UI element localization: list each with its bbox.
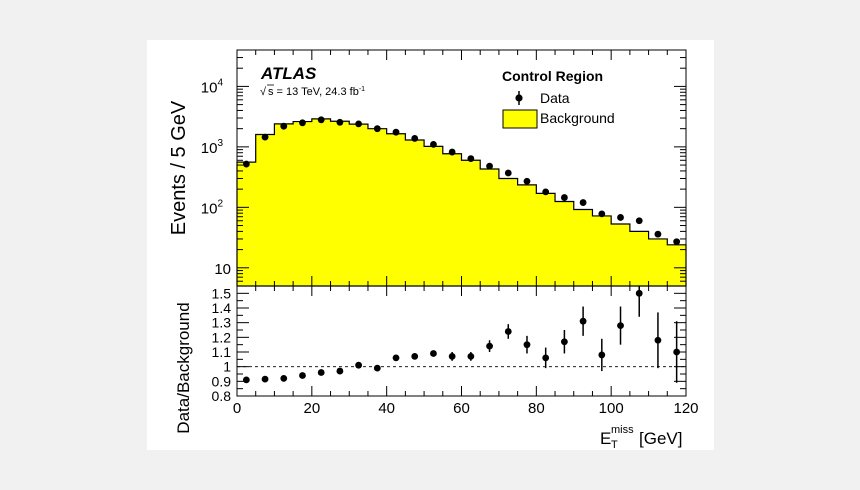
figure-frame: 10 102 103 104 Events / 5 GeV ATLAS √ s = 1…	[147, 40, 714, 450]
x-tick-label: 0	[233, 400, 241, 417]
data-point	[467, 155, 475, 162]
ratio-point	[355, 361, 363, 369]
ratio-point	[336, 367, 344, 375]
x-axis-label-unit: [GeV]	[639, 429, 682, 448]
x-axis-label-sub: T	[611, 439, 618, 450]
ratio-point	[523, 341, 531, 349]
x-tick-label: 100	[599, 400, 624, 417]
data-point	[355, 120, 363, 128]
data-point	[299, 119, 306, 127]
data-point	[542, 188, 550, 196]
x-tick-label: 20	[303, 400, 320, 417]
data-point	[635, 217, 643, 225]
ratio-point	[542, 354, 550, 362]
ratio-point	[486, 342, 493, 350]
legend-title: Control Region	[502, 68, 603, 84]
main-y-tick-labels: 10 102 103 104	[201, 77, 231, 277]
ratio-y-tick-label: 1	[223, 359, 231, 375]
ratio-point	[448, 353, 456, 360]
ratio-point	[504, 328, 512, 335]
x-tick-label: 60	[453, 400, 470, 417]
ratio-point	[242, 376, 250, 384]
ratio-point	[654, 336, 662, 344]
data-point	[523, 177, 531, 185]
data-point	[242, 160, 250, 168]
data-point	[411, 135, 419, 142]
y-tick-label: 10	[214, 261, 231, 278]
legend-background-label: Background	[540, 110, 615, 126]
ratio-point	[635, 289, 643, 297]
energy-lumi-label: s = 13 TeV, 24.3 fb-1	[268, 86, 365, 98]
ratio-y-tick-label: 1.2	[212, 329, 232, 345]
ratio-point	[579, 317, 587, 325]
data-point	[598, 210, 606, 218]
background-area	[236, 118, 687, 287]
x-tick-labels: 0 20 40 60 80 100 120	[233, 400, 699, 417]
y-tick-label: 102	[201, 198, 224, 217]
data-point	[261, 133, 269, 141]
ratio-point	[299, 372, 306, 379]
main-y-axis-label: Events / 5 GeV	[168, 100, 190, 235]
ratio-y-axis-label: Data/Background	[174, 302, 193, 433]
x-tick-label: 80	[528, 400, 545, 417]
ratio-point	[598, 351, 606, 359]
ratio-panel: 0.80.911.11.21.31.41.5 0 20 40 60 80 100 120	[212, 285, 699, 417]
ratio-point	[392, 354, 400, 362]
ratio-plot-frame	[236, 285, 687, 397]
data-point	[504, 169, 512, 177]
data-point	[317, 116, 325, 124]
ratio-point	[373, 364, 381, 372]
ratio-point	[411, 353, 419, 360]
ratio-y-tick-label: 1.4	[212, 300, 232, 316]
data-point	[430, 140, 437, 148]
ratio-point	[617, 322, 624, 329]
ratio-point	[280, 375, 288, 382]
data-points	[242, 116, 681, 246]
data-point	[560, 194, 568, 201]
ratio-point	[560, 338, 568, 346]
data-point	[336, 118, 344, 126]
main-panel: 10 102 103 104	[201, 49, 687, 287]
x-tick-label: 40	[378, 400, 395, 417]
data-point	[673, 238, 681, 246]
main-axis-ticks	[236, 49, 687, 287]
ratio-y-tick-label: 0.8	[212, 388, 232, 404]
x-axis-label-sup: miss	[611, 424, 634, 436]
data-point	[448, 148, 456, 156]
data-point	[280, 122, 288, 130]
ratio-point	[430, 350, 437, 357]
data-point	[486, 162, 493, 170]
ratio-data-points	[242, 286, 681, 384]
x-tick-label: 120	[673, 400, 698, 417]
legend-data-label: Data	[540, 90, 570, 106]
ratio-y-tick-label: 1.5	[212, 285, 232, 301]
data-point	[654, 230, 662, 238]
legend-data-marker	[515, 94, 523, 102]
legend-background-swatch	[502, 109, 538, 129]
ratio-y-tick-label: 0.9	[212, 373, 232, 389]
data-point	[617, 214, 624, 221]
ratio-axis-ticks	[236, 285, 687, 397]
atlas-label: ATLAS	[260, 64, 317, 83]
data-point	[392, 128, 400, 136]
y-tick-label: 104	[201, 77, 224, 96]
ratio-y-tick-label: 1.1	[212, 344, 232, 360]
legend: Control Region Data Background	[502, 68, 615, 129]
sqrt-symbol: √	[260, 86, 267, 98]
ratio-point	[317, 369, 325, 376]
data-point	[373, 125, 381, 133]
y-tick-label: 103	[201, 138, 224, 157]
ratio-point	[261, 375, 269, 383]
ratio-point	[467, 353, 475, 360]
background-histogram	[236, 118, 687, 287]
x-axis-label-main: E	[600, 429, 611, 448]
ratio-y-tick-label: 1.3	[212, 315, 232, 331]
data-point	[579, 199, 587, 206]
ratio-y-tick-labels: 0.80.911.11.21.31.41.5	[212, 285, 232, 404]
x-axis-label: E miss T [GeV]	[600, 424, 682, 450]
